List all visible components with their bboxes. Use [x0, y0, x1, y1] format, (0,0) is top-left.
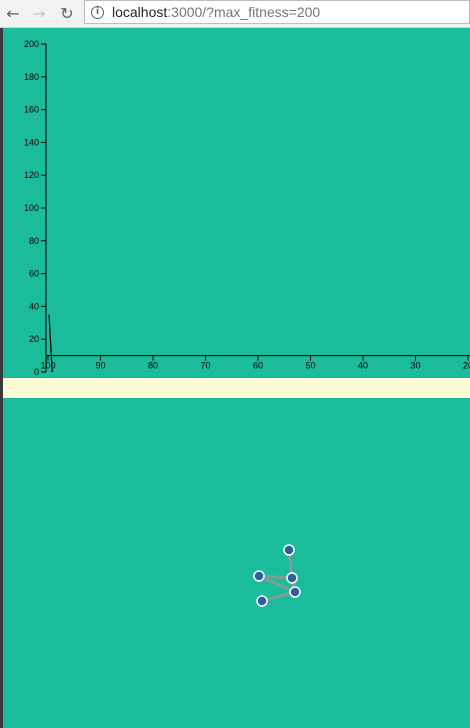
x-tick-label: 60: [253, 361, 263, 371]
y-tick-label: 100: [24, 203, 39, 213]
url-path: :3000/?max_fitness=200: [167, 4, 321, 20]
page-edge: [0, 28, 3, 728]
x-tick-label: 20: [463, 361, 470, 371]
graph-node[interactable]: [253, 570, 265, 582]
panel-divider: [3, 378, 470, 398]
y-tick-label: 120: [24, 170, 39, 180]
fitness-chart: 0 20 40 60 80 100 120 140 160 180 200 100 90 80 70 60 50…: [24, 39, 470, 377]
browser-toolbar: ← → ↻ i localhost:3000/?max_fitness=200: [0, 0, 470, 28]
x-tick-label: 70: [200, 361, 210, 371]
graph-node[interactable]: [256, 595, 268, 607]
fitness-chart-panel: 0 20 40 60 80 100 120 140 160 180 200 100 90 80 70 60 50…: [3, 28, 470, 378]
x-tick-label: 80: [148, 361, 158, 371]
fitness-series-line: [48, 314, 53, 373]
graph-edge: [258, 574, 296, 594]
y-tick-label: 180: [24, 72, 39, 82]
x-tick-label: 50: [305, 361, 315, 371]
y-tick-label: 200: [24, 39, 39, 49]
y-tick-label: 80: [29, 236, 39, 246]
y-tick-label: 40: [29, 301, 39, 311]
graph-node[interactable]: [289, 586, 301, 598]
x-tick-label: 40: [358, 361, 368, 371]
y-tick-label: 60: [29, 269, 39, 279]
y-tick-label: 0: [34, 367, 39, 377]
network-graph-panel: [3, 398, 470, 728]
graph-node[interactable]: [286, 572, 298, 584]
x-tick-label: 90: [95, 361, 105, 371]
network-graph: [253, 544, 301, 607]
x-tick-label: 100: [40, 361, 55, 371]
address-bar[interactable]: i localhost:3000/?max_fitness=200: [84, 0, 470, 24]
reload-icon[interactable]: ↻: [60, 3, 74, 23]
y-tick-label: 20: [29, 334, 39, 344]
graph-node[interactable]: [283, 544, 295, 556]
info-icon[interactable]: i: [91, 5, 104, 19]
back-arrow-icon[interactable]: ←: [6, 3, 20, 23]
x-tick-label: 30: [410, 361, 420, 371]
y-tick-label: 160: [24, 105, 39, 115]
y-tick-label: 140: [24, 137, 39, 147]
forward-arrow-icon[interactable]: →: [32, 3, 46, 23]
url-host: localhost: [112, 4, 168, 20]
